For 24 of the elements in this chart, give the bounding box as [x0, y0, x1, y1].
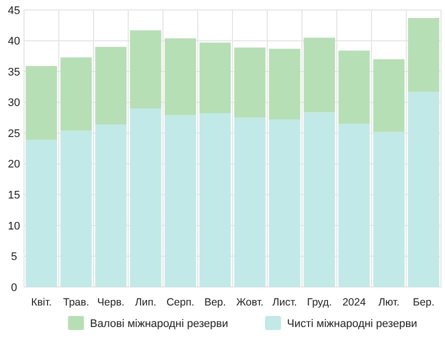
x-tick-label: Черв.	[97, 296, 124, 309]
x-tick-label: Лип.	[134, 296, 156, 309]
y-tick-label: 20	[8, 158, 20, 171]
x-tick-label: Трав.	[63, 296, 90, 309]
x-tick-label: Груд.	[306, 296, 332, 309]
y-tick-label: 45	[8, 4, 20, 17]
x-tick-label: Лют.	[378, 296, 400, 309]
y-tick-label: 25	[8, 128, 20, 140]
x-tick-label: Вер.	[204, 296, 226, 309]
y-tick-label: 15	[8, 190, 20, 202]
x-tick-label: Жовт.	[236, 296, 264, 309]
legend-label: Валові міжнародні резерви	[90, 318, 228, 330]
x-tick-label: Квіт.	[31, 296, 52, 309]
legend-label: Чисті міжнародні резерви	[287, 318, 418, 330]
x-tick-label: 2024	[342, 296, 366, 309]
x-tick-label: Бер.	[412, 296, 434, 309]
y-tick-label: 30	[8, 97, 20, 110]
y-tick-label: 10	[8, 220, 20, 232]
x-tick-label: Лист.	[272, 296, 297, 309]
y-tick-label: 5	[10, 251, 18, 264]
y-tick-label: 0	[10, 282, 18, 294]
y-tick-label: 35	[8, 66, 20, 78]
x-tick-label: Серп.	[166, 296, 194, 309]
y-tick-label: 40	[8, 36, 20, 48]
